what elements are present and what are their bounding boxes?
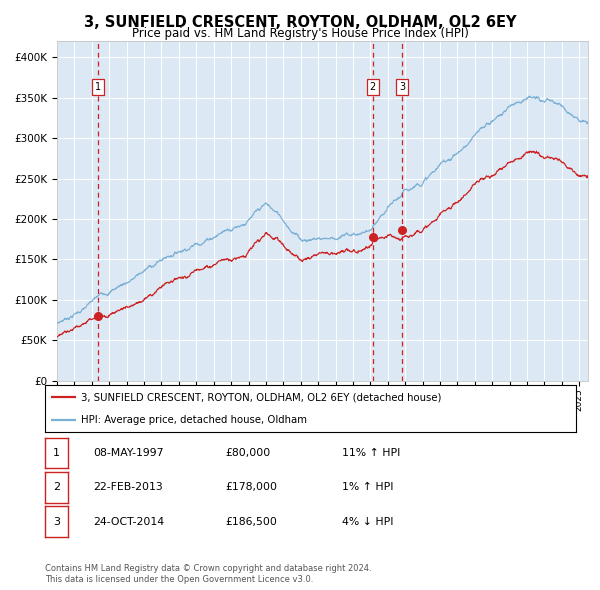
Text: 1: 1 xyxy=(95,82,101,92)
Text: 3, SUNFIELD CRESCENT, ROYTON, OLDHAM, OL2 6EY: 3, SUNFIELD CRESCENT, ROYTON, OLDHAM, OL… xyxy=(84,15,516,30)
Text: Contains HM Land Registry data © Crown copyright and database right 2024.: Contains HM Land Registry data © Crown c… xyxy=(45,565,371,573)
Text: 2: 2 xyxy=(53,483,60,492)
Text: Price paid vs. HM Land Registry's House Price Index (HPI): Price paid vs. HM Land Registry's House … xyxy=(131,27,469,40)
Text: £178,000: £178,000 xyxy=(225,483,277,492)
Text: 2: 2 xyxy=(370,82,376,92)
Text: 1% ↑ HPI: 1% ↑ HPI xyxy=(342,483,394,492)
Text: 3: 3 xyxy=(53,517,60,526)
Text: £80,000: £80,000 xyxy=(225,448,270,458)
Text: 08-MAY-1997: 08-MAY-1997 xyxy=(93,448,163,458)
Text: 24-OCT-2014: 24-OCT-2014 xyxy=(93,517,164,526)
Text: £186,500: £186,500 xyxy=(225,517,277,526)
Text: This data is licensed under the Open Government Licence v3.0.: This data is licensed under the Open Gov… xyxy=(45,575,313,584)
Text: HPI: Average price, detached house, Oldham: HPI: Average price, detached house, Oldh… xyxy=(81,415,307,425)
Text: 3, SUNFIELD CRESCENT, ROYTON, OLDHAM, OL2 6EY (detached house): 3, SUNFIELD CRESCENT, ROYTON, OLDHAM, OL… xyxy=(81,392,442,402)
Text: 3: 3 xyxy=(399,82,405,92)
Text: 11% ↑ HPI: 11% ↑ HPI xyxy=(342,448,400,458)
Text: 1: 1 xyxy=(53,448,60,458)
Text: 4% ↓ HPI: 4% ↓ HPI xyxy=(342,517,394,526)
Text: 22-FEB-2013: 22-FEB-2013 xyxy=(93,483,163,492)
